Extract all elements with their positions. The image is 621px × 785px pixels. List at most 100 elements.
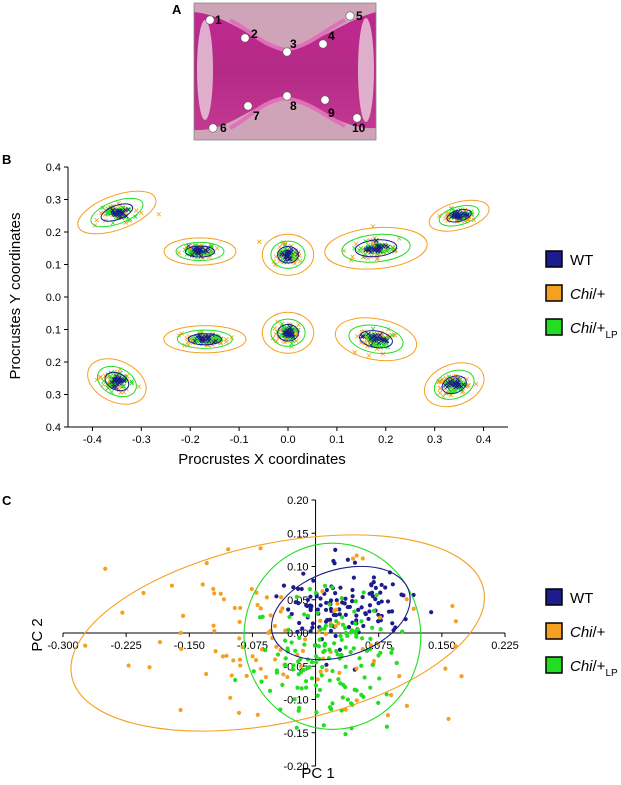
chart-c-point xyxy=(258,666,263,671)
chart-c-point xyxy=(295,685,300,690)
chart-c-point xyxy=(296,708,301,713)
landmark-dot-7 xyxy=(243,101,253,111)
chart-b-ellipse xyxy=(177,329,233,349)
chart-c-ytick-label: 0.05 xyxy=(287,595,308,607)
chart-c-point xyxy=(332,561,337,566)
chart-b-point xyxy=(286,249,292,254)
chart-c-point xyxy=(236,710,242,715)
chart-b-point xyxy=(366,353,372,358)
chart-c-point xyxy=(283,628,288,633)
chart-c-point xyxy=(249,586,254,592)
chart-b-point xyxy=(118,390,124,395)
chart-b-ellipse xyxy=(270,318,306,347)
chart-c-point xyxy=(330,701,335,706)
chart-c-point xyxy=(332,608,337,613)
bone-photo: 1 2 3 4 5 6 7 8 9 10 xyxy=(193,2,377,141)
chart-c-point xyxy=(339,637,344,642)
chart-c-point xyxy=(343,645,348,650)
chart-c-point xyxy=(221,597,227,602)
landmark-dot-8 xyxy=(282,91,292,101)
chart-c-point xyxy=(280,682,285,687)
chart-c-point xyxy=(385,713,391,718)
chart-b-ellipse xyxy=(423,362,485,408)
chart-b-ylabel: Procrustes Y coordinates xyxy=(7,212,24,379)
chart-c-point xyxy=(157,640,163,645)
chart-c-point xyxy=(305,603,310,609)
chart-c-point xyxy=(313,590,318,595)
chart-c-point xyxy=(286,607,291,612)
chart-c-ellipse xyxy=(270,565,411,661)
chart-c-point xyxy=(379,599,384,604)
landmark-label-8: 8 xyxy=(290,99,297,113)
chart-c-point xyxy=(266,630,271,635)
chart-c-point xyxy=(346,624,352,630)
chart-b-point xyxy=(358,249,363,254)
chart-b-point xyxy=(459,384,464,389)
chart-c-point xyxy=(211,623,216,628)
chart-c-point xyxy=(229,673,234,678)
chart-b-point xyxy=(372,247,378,252)
chart-b-point xyxy=(272,326,278,331)
chart-b-point xyxy=(277,258,282,264)
chart-c-point xyxy=(281,583,287,588)
chart-c-point xyxy=(383,585,388,590)
chart-b-point xyxy=(456,382,461,387)
landmark-cluster-6 xyxy=(87,358,147,405)
chart-b-point xyxy=(283,330,288,335)
chart-c-point xyxy=(359,605,364,610)
chart-c-point xyxy=(290,667,295,672)
chart-c-point xyxy=(345,604,350,610)
landmark-cluster-7 xyxy=(163,325,247,354)
chart-b-point xyxy=(454,384,460,389)
chart-c-point xyxy=(147,665,152,670)
chart-c-point xyxy=(293,648,298,653)
chart-b-point xyxy=(372,334,378,339)
landmark-cluster-3 xyxy=(256,233,315,276)
chart-b-point xyxy=(136,384,142,389)
legend-swatch xyxy=(545,318,563,336)
chart-b-point xyxy=(176,333,182,338)
chart-b-point xyxy=(376,247,381,252)
chart-c-point xyxy=(228,695,233,700)
chart-c-point xyxy=(357,656,362,661)
chart-c-point xyxy=(352,560,358,565)
chart-c-point xyxy=(220,654,226,659)
chart-c-point xyxy=(283,656,288,661)
chart-c-point xyxy=(345,557,350,562)
chart-c-point xyxy=(368,685,373,690)
chart-c-point xyxy=(141,590,146,596)
panel-label-b: B xyxy=(2,152,11,167)
chart-b-point xyxy=(113,376,119,382)
chart-c-point xyxy=(286,627,291,632)
landmark-dot-6 xyxy=(208,123,218,133)
chart-b-point xyxy=(385,244,391,250)
chart-c-point xyxy=(296,672,301,677)
chart-c-point xyxy=(318,603,323,608)
chart-c-xtick-label: 0.225 xyxy=(491,640,519,652)
chart-c-point xyxy=(359,619,364,624)
landmark-dot-4 xyxy=(318,39,328,49)
chart-c-point xyxy=(366,616,371,622)
chart-c-point xyxy=(259,647,264,652)
chart-c-point xyxy=(126,663,131,668)
chart-c-ellipse xyxy=(243,542,422,730)
chart-c-point xyxy=(390,646,395,652)
chart-c-point xyxy=(361,590,366,595)
chart-c-point xyxy=(263,674,269,680)
chart-c-point xyxy=(349,701,354,706)
chart-c-point xyxy=(324,587,330,593)
chart-c-point xyxy=(211,586,216,592)
chart-b-point xyxy=(353,241,359,247)
chart-b-point xyxy=(114,208,120,214)
chart-b-point xyxy=(279,252,284,257)
chart-c-point xyxy=(376,619,381,624)
chart-c-point xyxy=(300,626,305,631)
chart-c-point xyxy=(443,666,448,671)
landmark-dot-9 xyxy=(320,95,330,105)
chart-c-point xyxy=(253,658,259,663)
chart-c-point xyxy=(373,585,378,590)
landmark-label-9: 9 xyxy=(328,106,335,120)
chart-b-point xyxy=(389,333,395,338)
chart-b-point xyxy=(198,335,204,341)
